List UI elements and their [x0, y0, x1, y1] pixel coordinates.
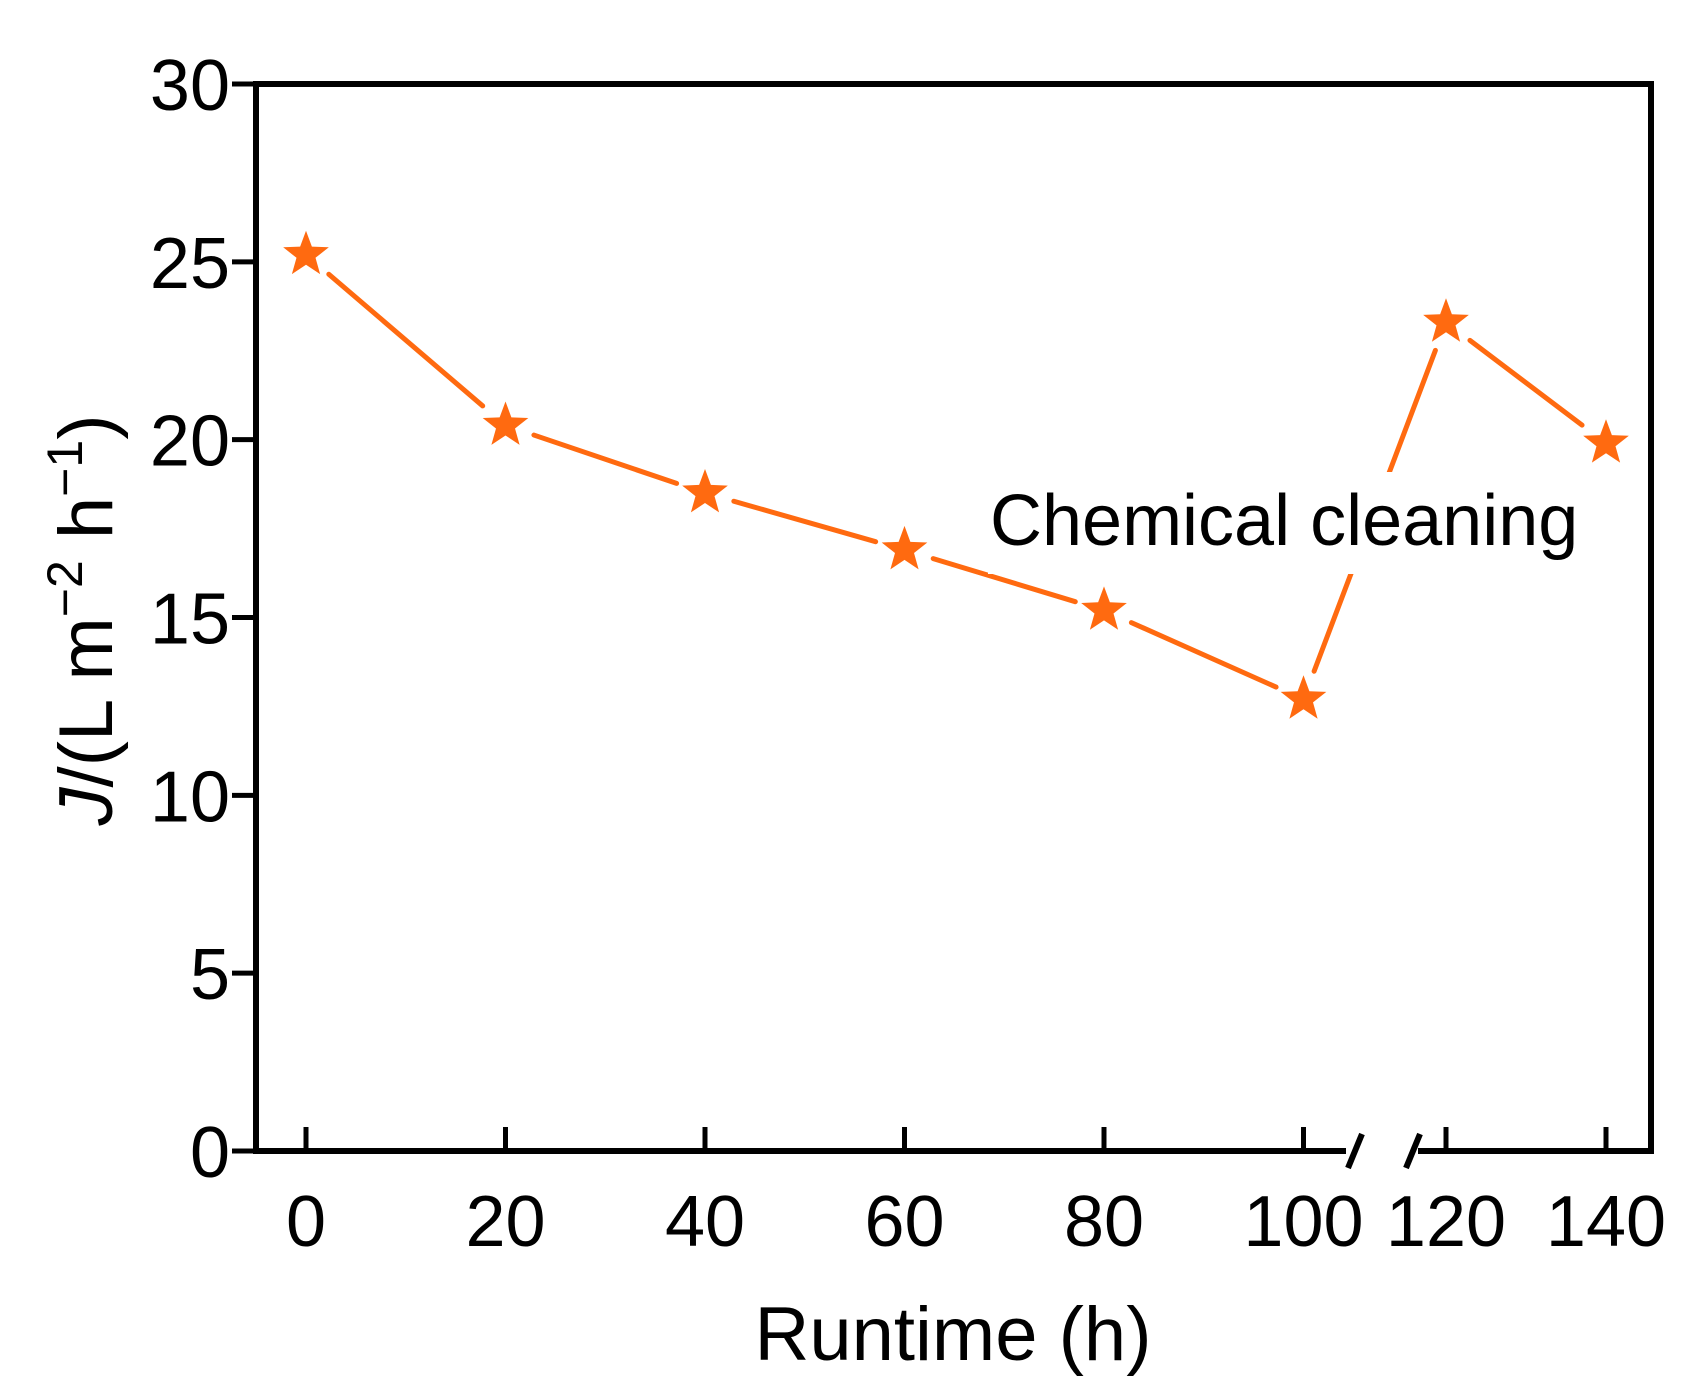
x-tick-label: 40: [665, 1182, 745, 1262]
x-axis-title: Runtime (h): [755, 1292, 1152, 1377]
data-point-star: [1583, 419, 1629, 463]
y-axis-title: J/(L m−2 h−1): [37, 414, 129, 826]
y-axis-exponent-1: −2: [37, 560, 93, 617]
x-tick-label: 100: [1243, 1182, 1363, 1262]
plot-frame: [253, 81, 1654, 1154]
x-tick-label: 0: [286, 1182, 326, 1262]
data-point-star: [682, 469, 728, 513]
series-line-segment: [326, 271, 486, 409]
series-line-segment: [1467, 337, 1585, 428]
annotation-backdrop: [988, 472, 1640, 574]
y-axis: 0 5 10 15 20 25 30: [150, 46, 256, 1193]
x-tick-label: 120: [1386, 1182, 1506, 1262]
y-tick-label: 15: [150, 580, 230, 660]
data-point-star: [482, 401, 529, 445]
y-tick-label: 30: [150, 46, 230, 126]
data-point-star: [881, 525, 928, 570]
x-tick-label: 80: [1064, 1182, 1144, 1262]
x-axis-break-mark: [1345, 1132, 1423, 1170]
y-tick-label: 10: [150, 757, 230, 837]
x-axis: 0 20 40 60 80 100 120 140: [286, 1127, 1666, 1262]
y-axis-unit-open: /(L m: [44, 617, 129, 787]
series-line-segment: [531, 432, 680, 486]
y-tick-label: 5: [190, 935, 230, 1015]
x-tick-label: 60: [864, 1182, 944, 1262]
y-tick-label: 25: [150, 224, 230, 304]
y-axis-unit-mid: h: [44, 497, 129, 560]
data-point-star: [1081, 586, 1127, 630]
series-line-segment: [930, 556, 1078, 605]
data-point-star: [283, 230, 329, 275]
y-tick-label: 20: [150, 402, 230, 482]
data-point-star: [1280, 675, 1327, 719]
y-tick-label: 0: [190, 1113, 230, 1193]
y-axis-unit-close: ): [44, 414, 129, 439]
series-line-segment: [731, 498, 879, 545]
data-point-star: [1423, 298, 1469, 342]
y-axis-variable: J: [44, 787, 129, 827]
x-tick-label: 140: [1546, 1182, 1666, 1262]
x-tick-label: 20: [465, 1182, 545, 1262]
series-line-segment: [1128, 620, 1279, 690]
y-axis-exponent-2: −1: [37, 440, 93, 497]
annotation-chemical-cleaning: Chemical cleaning: [990, 481, 1578, 561]
